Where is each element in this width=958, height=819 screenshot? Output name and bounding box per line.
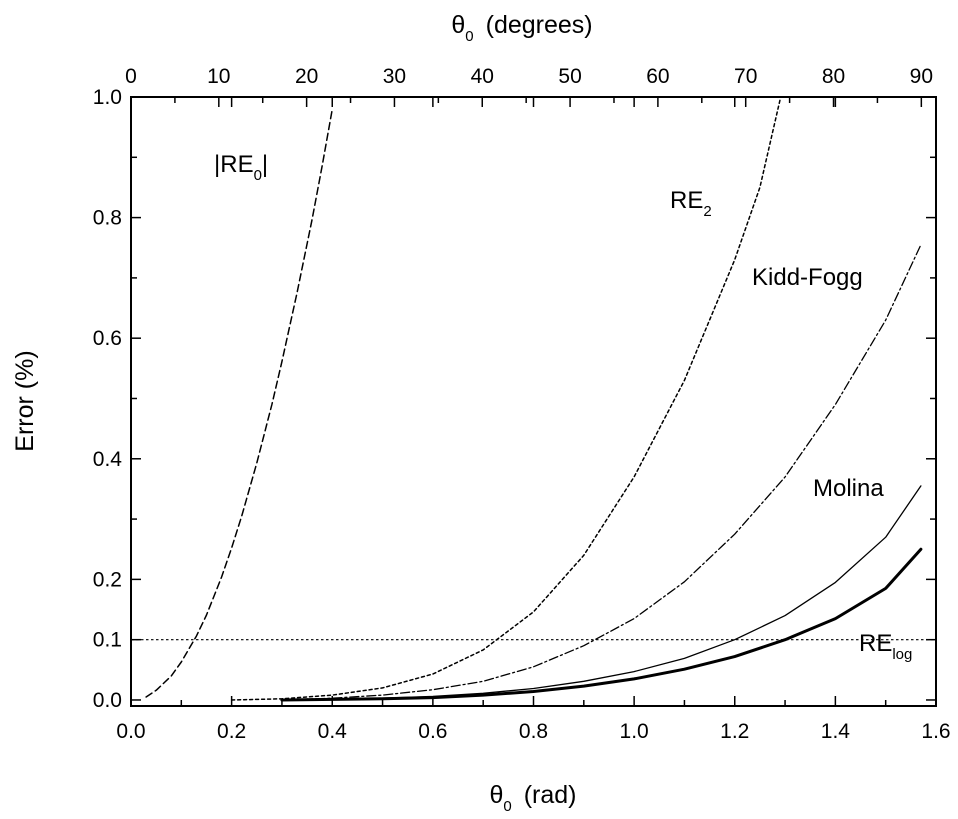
curve--re0- [145,108,334,698]
curve-label-main: |RE [214,151,254,178]
curve-label-relog: RElog [859,630,912,663]
curve-label--re0-: |RE0| [214,151,268,184]
x2-tick-label: 70 [734,65,757,88]
x-axis-title-main: θ [489,781,503,809]
x2-tick-label: 60 [646,65,669,88]
x-tick-label: 0.8 [519,720,548,743]
y-tick-label: 0.1 [93,629,122,652]
plot-frame [130,96,937,707]
y-tick-label: 0.6 [93,327,122,350]
y-tick-label: 0.0 [93,689,122,712]
curve-molina [281,485,922,701]
x-tick-label: 1.6 [921,720,950,743]
curve-label-kidd-fogg: Kidd-Fogg [752,264,863,291]
top-axis-title-sub: 0 [465,28,473,45]
curve-label-molina: Molina [813,475,884,502]
x-tick-label: 1.4 [821,720,851,743]
curve-label-sub: 2 [703,203,711,220]
curve-label-main: RE [859,630,892,657]
curve-label-main: Kidd-Fogg [752,264,863,291]
x2-tick-label: 0 [125,65,137,88]
curve-label-post: | [262,151,268,178]
x-tick-label: 1.2 [720,720,749,743]
x-tick-label: 0.2 [217,720,246,743]
curves [145,99,923,702]
curve-label-main: Molina [813,475,884,502]
x2-tick-label: 90 [910,65,933,88]
x-axis-title: θ0 (rad) [489,781,576,815]
top-axis-title-main: θ [451,11,465,39]
x-tick-label: 0.4 [318,720,348,743]
y-tick-label: 0.8 [93,207,122,230]
y-tick-label: 1.0 [93,86,122,109]
curve-relog [280,547,923,702]
x-tick-label: 0.6 [418,720,447,743]
x2-tick-label: 80 [822,65,845,88]
curve-kidd-fogg [281,244,922,701]
x-tick-label: 0.0 [116,720,145,743]
curve-label-re2: RE2 [670,187,712,220]
x2-tick-label: 40 [471,65,494,88]
curve-label-sub: 0 [254,167,262,184]
curve-label-main: RE [670,187,703,214]
x-tick-label: 1.0 [620,720,649,743]
x2-tick-label: 50 [558,65,581,88]
y-tick-label: 0.4 [93,448,123,471]
x2-tick-label: 10 [207,65,230,88]
y-axis-title: Error (%) [11,350,39,451]
y-tick-label: 0.2 [93,568,122,591]
x2-tick-label: 30 [383,65,406,88]
axis-ticks [130,96,937,706]
curve-label-sub: log [892,646,912,663]
x2-tick-label: 20 [295,65,318,88]
x-axis-title-sub: 0 [503,798,511,815]
tick-labels: 0.0 0.2 0.4 0.6 0.8 1.0 1.2 1.4 1.60 10 20 30 40 50 60… [93,65,951,743]
x-axis-title-rest: (rad) [524,781,577,809]
top-axis-title-rest: (degrees) [486,11,593,39]
top-axis-title: θ0 (degrees) [451,11,592,45]
